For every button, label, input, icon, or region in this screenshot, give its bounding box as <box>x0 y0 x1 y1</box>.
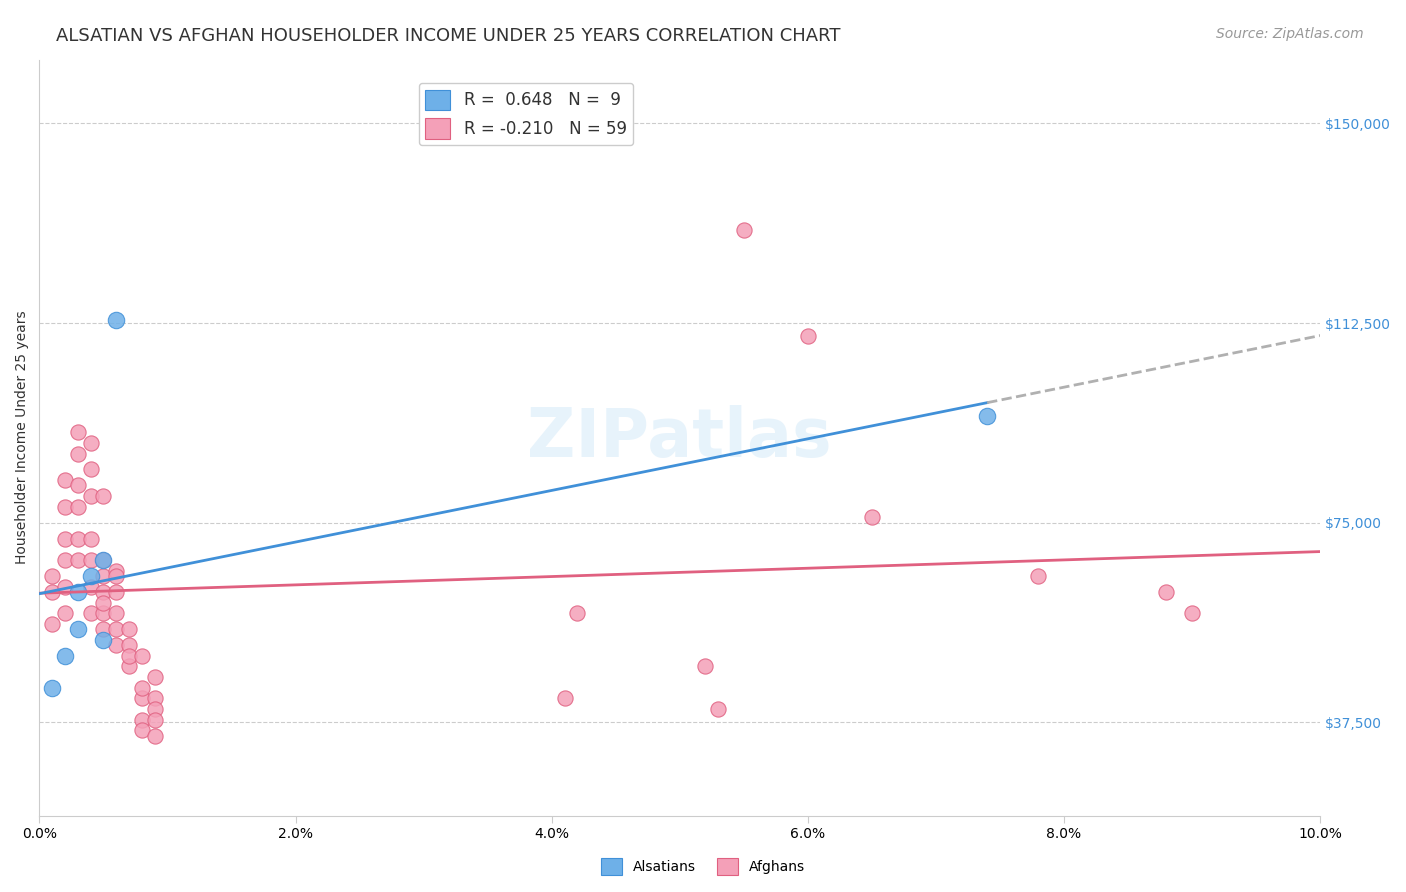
Point <box>105 638 128 652</box>
Point <box>118 659 141 673</box>
Point <box>131 723 153 738</box>
Point <box>105 622 128 636</box>
Point <box>66 425 89 440</box>
Point <box>707 702 730 716</box>
Point <box>66 478 89 492</box>
Point <box>79 606 101 620</box>
Point <box>53 580 76 594</box>
Point <box>105 569 128 583</box>
Point <box>93 596 115 610</box>
Point <box>53 606 76 620</box>
Point <box>53 532 76 546</box>
Point <box>41 569 63 583</box>
Point <box>131 713 153 727</box>
Text: ALSATIAN VS AFGHAN HOUSEHOLDER INCOME UNDER 25 YEARS CORRELATION CHART: ALSATIAN VS AFGHAN HOUSEHOLDER INCOME UN… <box>56 27 841 45</box>
Point <box>66 446 89 460</box>
Point <box>93 553 115 567</box>
Point <box>131 648 153 663</box>
Text: Source: ZipAtlas.com: Source: ZipAtlas.com <box>1216 27 1364 41</box>
Point <box>1181 606 1204 620</box>
Point <box>118 638 141 652</box>
Point <box>79 462 101 476</box>
Point <box>695 659 717 673</box>
Point <box>93 553 115 567</box>
Point <box>143 702 166 716</box>
Point <box>105 606 128 620</box>
Legend: R =  0.648   N =  9, R = -0.210   N = 59: R = 0.648 N = 9, R = -0.210 N = 59 <box>419 83 634 145</box>
Point <box>79 569 101 583</box>
Point <box>66 622 89 636</box>
Point <box>41 616 63 631</box>
Point <box>93 585 115 599</box>
Point <box>93 569 115 583</box>
Point <box>118 648 141 663</box>
Point <box>567 606 589 620</box>
Point <box>131 681 153 695</box>
Y-axis label: Householder Income Under 25 years: Householder Income Under 25 years <box>15 310 30 565</box>
Point <box>976 409 998 424</box>
Point <box>143 713 166 727</box>
Point <box>143 670 166 684</box>
Point <box>79 553 101 567</box>
Text: ZIPatlas: ZIPatlas <box>527 405 832 471</box>
Point <box>131 691 153 706</box>
Point <box>93 632 115 647</box>
Point <box>93 489 115 503</box>
Point <box>1156 585 1178 599</box>
Point <box>143 729 166 743</box>
Point <box>53 648 76 663</box>
Point <box>105 585 128 599</box>
Point <box>797 329 820 343</box>
Point <box>93 622 115 636</box>
Point <box>66 585 89 599</box>
Point <box>554 691 576 706</box>
Point <box>66 500 89 514</box>
Point <box>93 606 115 620</box>
Point <box>79 436 101 450</box>
Point <box>53 553 76 567</box>
Point <box>1028 569 1050 583</box>
Point <box>66 532 89 546</box>
Point <box>41 585 63 599</box>
Point <box>118 622 141 636</box>
Point <box>860 510 883 524</box>
Point <box>105 564 128 578</box>
Point <box>143 691 166 706</box>
Point <box>41 681 63 695</box>
Point <box>79 489 101 503</box>
Point <box>66 553 89 567</box>
Point <box>79 580 101 594</box>
Point <box>53 500 76 514</box>
Point <box>105 313 128 327</box>
Point <box>79 532 101 546</box>
Point <box>733 223 755 237</box>
Legend: Alsatians, Afghans: Alsatians, Afghans <box>596 853 810 880</box>
Point <box>53 473 76 487</box>
